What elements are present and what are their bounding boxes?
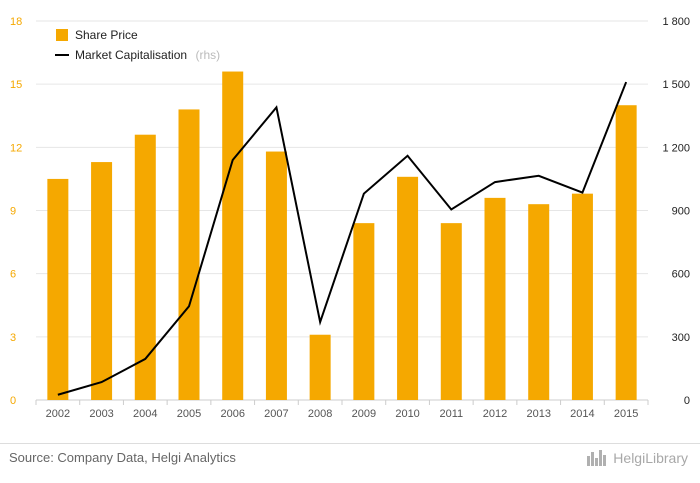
x-tick-label: 2007 xyxy=(264,408,288,420)
right-tick-label: 0 xyxy=(684,395,690,407)
bar-share-price xyxy=(178,109,200,400)
bar-share-price xyxy=(397,176,419,400)
bar-share-price xyxy=(134,134,156,400)
left-tick-label: 9 xyxy=(10,206,16,218)
source-note: Source: Company Data, Helgi Analytics xyxy=(9,450,236,465)
legend-market-cap-note: (rhs) xyxy=(196,48,221,62)
bar-share-price xyxy=(47,178,69,400)
x-tick-label: 2012 xyxy=(483,408,507,420)
x-tick-label: 2009 xyxy=(352,408,376,420)
market-cap-line-group xyxy=(57,81,628,396)
right-tick-label: 1 800 xyxy=(662,16,690,28)
x-tick-label: 2002 xyxy=(46,408,70,420)
footer-divider xyxy=(0,443,700,444)
x-tick-label: 2014 xyxy=(570,408,594,420)
bar-share-price xyxy=(309,334,331,400)
legend-share-price-label: Share Price xyxy=(75,28,138,42)
right-axis-ticks: 0 300 600 900 1 200 1 500 1 800 xyxy=(662,16,690,407)
x-tick-label: 2003 xyxy=(89,408,113,420)
line-market-capitalisation xyxy=(57,81,628,396)
bar-share-price xyxy=(528,204,550,400)
legend-market-cap-row: Market Capitalisation (rhs) xyxy=(75,46,220,63)
right-tick-label: 300 xyxy=(672,332,690,344)
left-tick-label: 3 xyxy=(10,332,16,344)
gridlines xyxy=(36,20,648,401)
left-tick-label: 0 xyxy=(10,395,16,407)
x-tick-label: 2005 xyxy=(177,408,201,420)
bar-share-price xyxy=(484,197,506,400)
x-tick-label: 2006 xyxy=(220,408,244,420)
left-tick-label: 6 xyxy=(10,269,16,281)
share-price-bars xyxy=(47,71,637,401)
left-tick-label: 15 xyxy=(10,79,22,91)
x-tick-label: 2004 xyxy=(133,408,157,420)
brand-text: HelgiLibrary xyxy=(613,450,688,466)
x-tick-label: 2010 xyxy=(395,408,419,420)
x-tick-label: 2011 xyxy=(439,408,463,420)
bar-share-price xyxy=(222,71,244,401)
bar-share-price xyxy=(615,105,637,400)
right-tick-label: 1 200 xyxy=(662,142,690,154)
bar-share-price xyxy=(571,193,593,400)
chart: 0 3 6 9 12 15 18 0 300 600 900 1 200 1 500 1 800 200… xyxy=(10,16,690,420)
x-tick-label: 2008 xyxy=(308,408,332,420)
left-tick-label: 18 xyxy=(10,16,22,28)
x-axis-ticks: 2002 2003 2004 2005 2006 2007 2008 2009 2010 2011… xyxy=(35,400,649,420)
legend-share-price-swatch xyxy=(56,29,68,41)
left-axis-ticks: 0 3 6 9 12 15 18 xyxy=(10,16,22,407)
x-tick-label: 2013 xyxy=(526,408,550,420)
right-tick-label: 600 xyxy=(672,269,690,281)
legend-market-cap-label: Market Capitalisation xyxy=(75,48,187,62)
helgi-library-logo: HelgiLibrary xyxy=(587,446,688,470)
bar-share-price xyxy=(265,151,287,400)
bar-share-price xyxy=(91,162,113,400)
bar-share-price xyxy=(440,223,462,400)
left-tick-label: 12 xyxy=(10,142,22,154)
library-icon xyxy=(587,450,609,466)
x-tick-label: 2015 xyxy=(614,408,638,420)
right-tick-label: 900 xyxy=(672,206,690,218)
right-tick-label: 1 500 xyxy=(662,79,690,91)
legend: Share Price Market Capitalisation (rhs) xyxy=(55,28,220,63)
bar-share-price xyxy=(353,223,375,400)
